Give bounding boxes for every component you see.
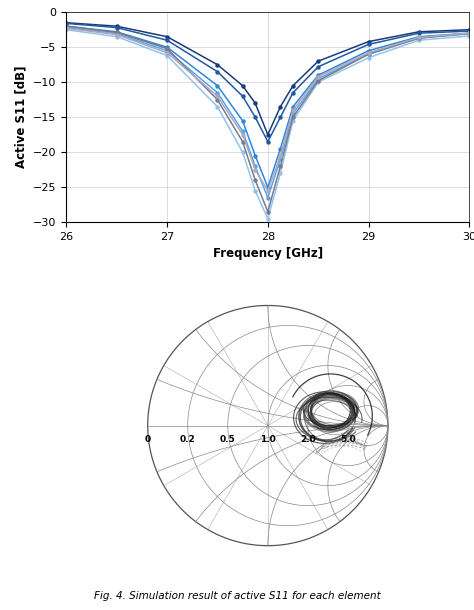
Text: 2.0: 2.0: [300, 435, 316, 444]
Text: 5.0: 5.0: [340, 435, 356, 444]
Y-axis label: Active S11 [dB]: Active S11 [dB]: [15, 66, 27, 168]
Text: 0.5: 0.5: [220, 435, 236, 444]
Text: 0.2: 0.2: [180, 435, 196, 444]
Text: 1.0: 1.0: [260, 435, 276, 444]
Text: Fig. 4. Simulation result of active S11 for each element: Fig. 4. Simulation result of active S11 …: [94, 591, 380, 601]
X-axis label: Frequency [GHz]: Frequency [GHz]: [213, 248, 323, 260]
Text: 0: 0: [145, 435, 151, 444]
